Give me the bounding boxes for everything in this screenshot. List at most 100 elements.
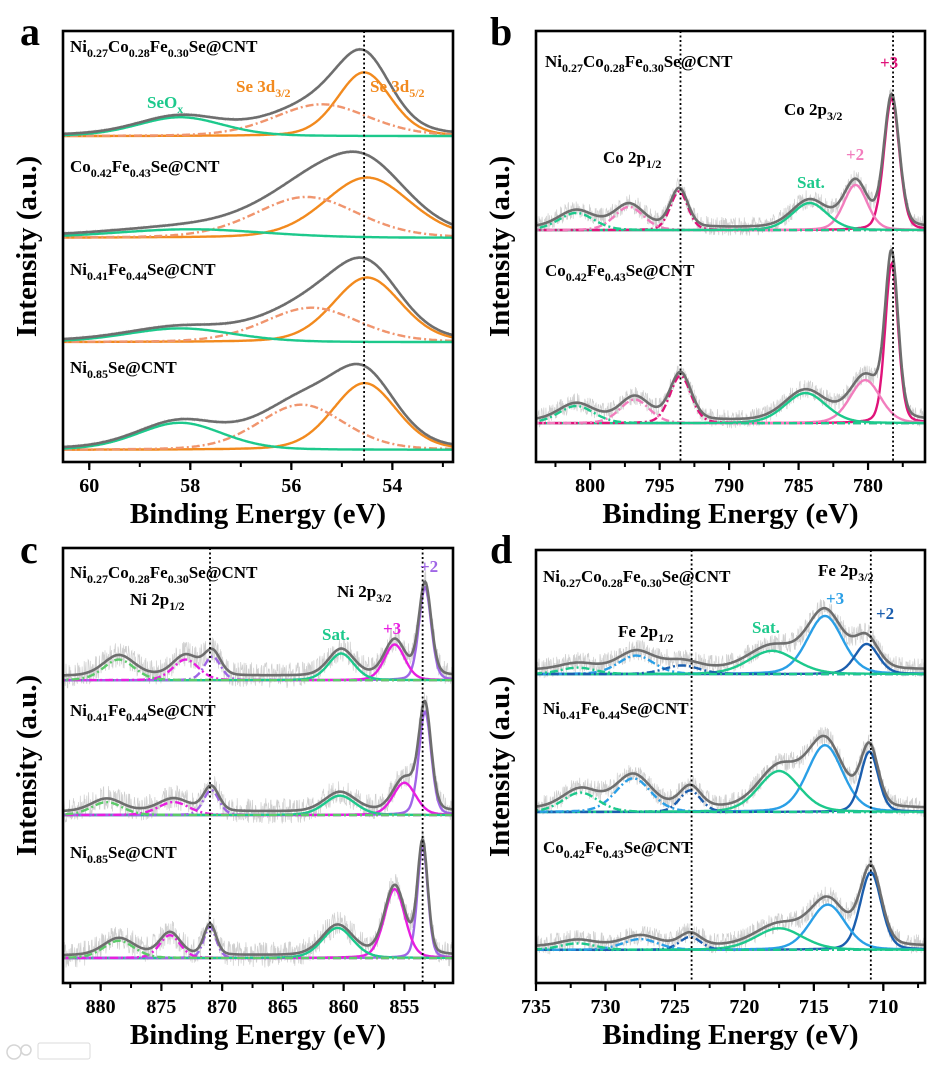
- x-tick-label: 795: [645, 475, 675, 497]
- peak-label: Sat.: [322, 625, 350, 644]
- x-axis-label: Binding Energy (eV): [602, 1019, 858, 1051]
- sample-label: Ni0.27Co0.28Fe0.30Se@CNT: [70, 563, 258, 586]
- fit-envelope: [536, 863, 925, 947]
- x-tick-label: 54: [382, 475, 402, 497]
- plot-area: [536, 88, 925, 429]
- fit-envelope: [536, 606, 925, 671]
- fit-component: [63, 658, 453, 682]
- plot-area: [536, 599, 925, 955]
- x-tick-label: 58: [180, 475, 200, 497]
- fit-component: [536, 791, 925, 814]
- y-axis-label: Intensity (a.u.): [11, 156, 43, 337]
- peak-label: +2: [876, 604, 894, 623]
- fit-component: [63, 403, 453, 451]
- fit-component: [63, 71, 453, 138]
- fit-envelope: [536, 247, 925, 421]
- raw-spectrum: [536, 599, 925, 679]
- sample-label: Ni0.41Fe0.44Se@CNT: [70, 260, 216, 283]
- x-tick-label: 710: [868, 996, 898, 1018]
- peak-label: SeOx: [147, 93, 183, 116]
- plot-frame: [61, 29, 455, 464]
- sample-label: Co0.42Fe0.43Se@CNT: [545, 261, 695, 284]
- panel-c: Ni0.27Co0.28Fe0.30Se@CNT Ni0.41Fe0.44Se@C…: [11, 527, 455, 1051]
- plot-frame: [534, 548, 927, 985]
- fit-component: [63, 306, 453, 343]
- peak-label: Se 3d5/2: [370, 77, 425, 100]
- panel-d: Ni0.27Co0.28Fe0.30Se@CNT Ni0.41Fe0.44Se@C…: [484, 527, 927, 1051]
- raw-spectrum: [536, 88, 925, 236]
- fit-component: [63, 276, 453, 344]
- fit-envelope: [63, 256, 453, 341]
- peak-label: Ni 2p3/2: [337, 582, 392, 605]
- x-tick-label: 865: [268, 996, 298, 1018]
- fit-envelope: [63, 699, 453, 813]
- fit-component: [63, 195, 453, 239]
- sample-label: Ni0.41Fe0.44Se@CNT: [543, 699, 689, 722]
- x-tick-label: 880: [86, 996, 116, 1018]
- fit-envelope: [63, 836, 453, 957]
- x-tick-label: 870: [207, 996, 237, 1018]
- x-tick-label: 725: [660, 996, 690, 1018]
- fit-envelope: [63, 579, 453, 677]
- fit-envelope: [536, 92, 925, 228]
- peak-label: Fe 2p3/2: [818, 561, 873, 584]
- panel-letter: a: [20, 9, 40, 54]
- y-axis-label: Intensity (a.u.): [11, 675, 43, 856]
- peak-label: +3: [880, 53, 898, 72]
- x-tick-label: 875: [146, 996, 176, 1018]
- fit-component: [63, 421, 453, 451]
- fit-component: [63, 939, 453, 960]
- plot-area: [63, 47, 453, 451]
- plot-frame: [534, 29, 927, 464]
- x-axis-label: Binding Energy (eV): [130, 1019, 386, 1051]
- x-tick-label: 720: [729, 996, 759, 1018]
- fit-component: [536, 404, 925, 425]
- fit-component: [536, 942, 925, 951]
- fit-component: [63, 327, 453, 344]
- fit-component: [536, 96, 925, 232]
- fit-component: [63, 228, 453, 239]
- x-axis-label: Binding Energy (eV): [130, 498, 386, 530]
- y-axis-label: Intensity (a.u.): [484, 156, 516, 337]
- sample-label: Co0.42Fe0.43Se@CNT: [543, 838, 693, 861]
- panel-letter: c: [20, 527, 38, 572]
- peak-label: +2: [846, 145, 864, 164]
- x-tick-label: 730: [590, 996, 620, 1018]
- fit-envelope: [63, 48, 453, 136]
- fit-envelope: [536, 734, 925, 809]
- sample-label: Ni0.27Co0.28Fe0.30Se@CNT: [70, 37, 258, 60]
- sample-label: Ni0.27Co0.28Fe0.30Se@CNT: [543, 567, 731, 590]
- x-tick-label: 780: [853, 475, 883, 497]
- watermark-logo: [6, 1042, 91, 1060]
- x-tick-label: 60: [79, 475, 99, 497]
- fit-envelope: [63, 362, 453, 449]
- fit-component: [536, 211, 925, 232]
- fit-component: [63, 800, 453, 817]
- peak-label: +2: [420, 557, 438, 576]
- panel-letter: b: [490, 9, 512, 54]
- sample-label: Ni0.85Se@CNT: [70, 843, 177, 866]
- y-axis-label: Intensity (a.u.): [484, 676, 516, 857]
- fit-component: [536, 666, 925, 676]
- fit-component: [536, 261, 925, 425]
- plot-frame: [61, 546, 455, 985]
- peak-label: Co 2p3/2: [784, 100, 842, 123]
- x-axis-label: Binding Energy (eV): [602, 498, 858, 530]
- peak-label: Se 3d3/2: [236, 77, 291, 100]
- sample-label: Co0.42Fe0.43Se@CNT: [70, 157, 220, 180]
- fit-component: [63, 116, 453, 138]
- panel-letter: d: [490, 527, 512, 572]
- x-tick-label: 715: [799, 996, 829, 1018]
- sample-label: Ni0.41Fe0.44Se@CNT: [70, 701, 216, 724]
- plot-area: [63, 570, 453, 968]
- fit-component: [63, 844, 453, 960]
- sample-label: Ni0.85Se@CNT: [70, 358, 177, 381]
- x-tick-label: 56: [281, 475, 301, 497]
- peak-label: Co 2p1/2: [603, 148, 661, 171]
- x-tick-label: 860: [329, 996, 359, 1018]
- fit-component: [63, 103, 453, 138]
- x-tick-label: 800: [575, 475, 605, 497]
- panel-b: Ni0.27Co0.28Fe0.30Se@CNT Co0.42Fe0.43Se@C…: [484, 9, 927, 530]
- x-tick-label: 790: [714, 475, 744, 497]
